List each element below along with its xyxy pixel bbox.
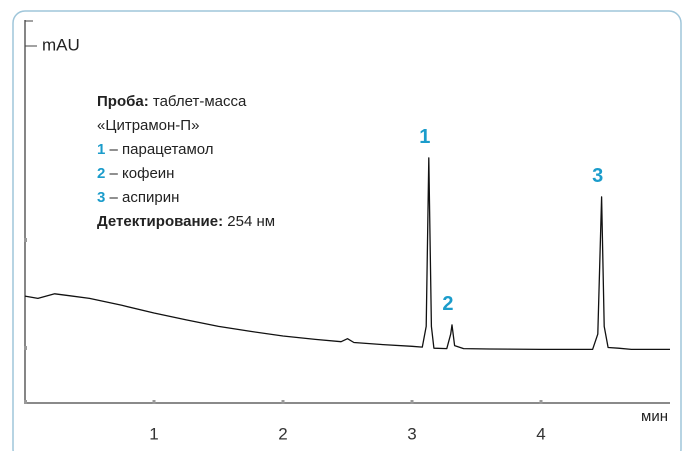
peak-label: 1 [419,126,430,148]
legend-line: 3 – аспирин [97,189,179,206]
legend-line: 1 – парацетамол [97,141,214,158]
x-tick [152,400,156,404]
detection: 254 нм [227,213,275,230]
x-tick-label: 3 [407,424,416,443]
signal-line [24,157,670,351]
compound-name: – аспирин [110,189,180,206]
compound-number: 2 [97,165,105,182]
sample-label: Проба: [97,93,149,110]
legend-line: Детектирование: 254 нм [97,213,275,230]
x-tick [281,400,285,404]
sample: «Цитрамон-П» [97,117,199,134]
compound-name: – кофеин [110,165,175,182]
x-tick [24,400,27,404]
detection-label: Детектирование: [97,213,223,230]
frame [12,10,682,451]
axis-notch [24,346,27,350]
x-tick-label: 2 [278,424,287,443]
x-tick [410,400,414,404]
sample: таблет-масса [153,93,247,110]
y-axis-label: mAU [42,35,80,54]
legend-line: Проба: таблет-масса [97,93,247,110]
axis-notch [24,238,27,242]
compound-number: 1 [97,141,105,158]
peak-label: 3 [592,165,603,187]
compound-number: 3 [97,189,105,206]
peak-label: 2 [442,293,453,315]
legend-line: 2 – кофеин [97,165,174,182]
x-tick-label: 1 [149,424,158,443]
compound-list: 1 – парацетамол 2 – кофеин 3 – аспирин [97,141,214,206]
x-tick [539,400,543,404]
x-axis-label: мин [641,408,668,425]
x-tick-label: 4 [536,424,545,443]
compound-name: – парацетамол [110,141,214,158]
